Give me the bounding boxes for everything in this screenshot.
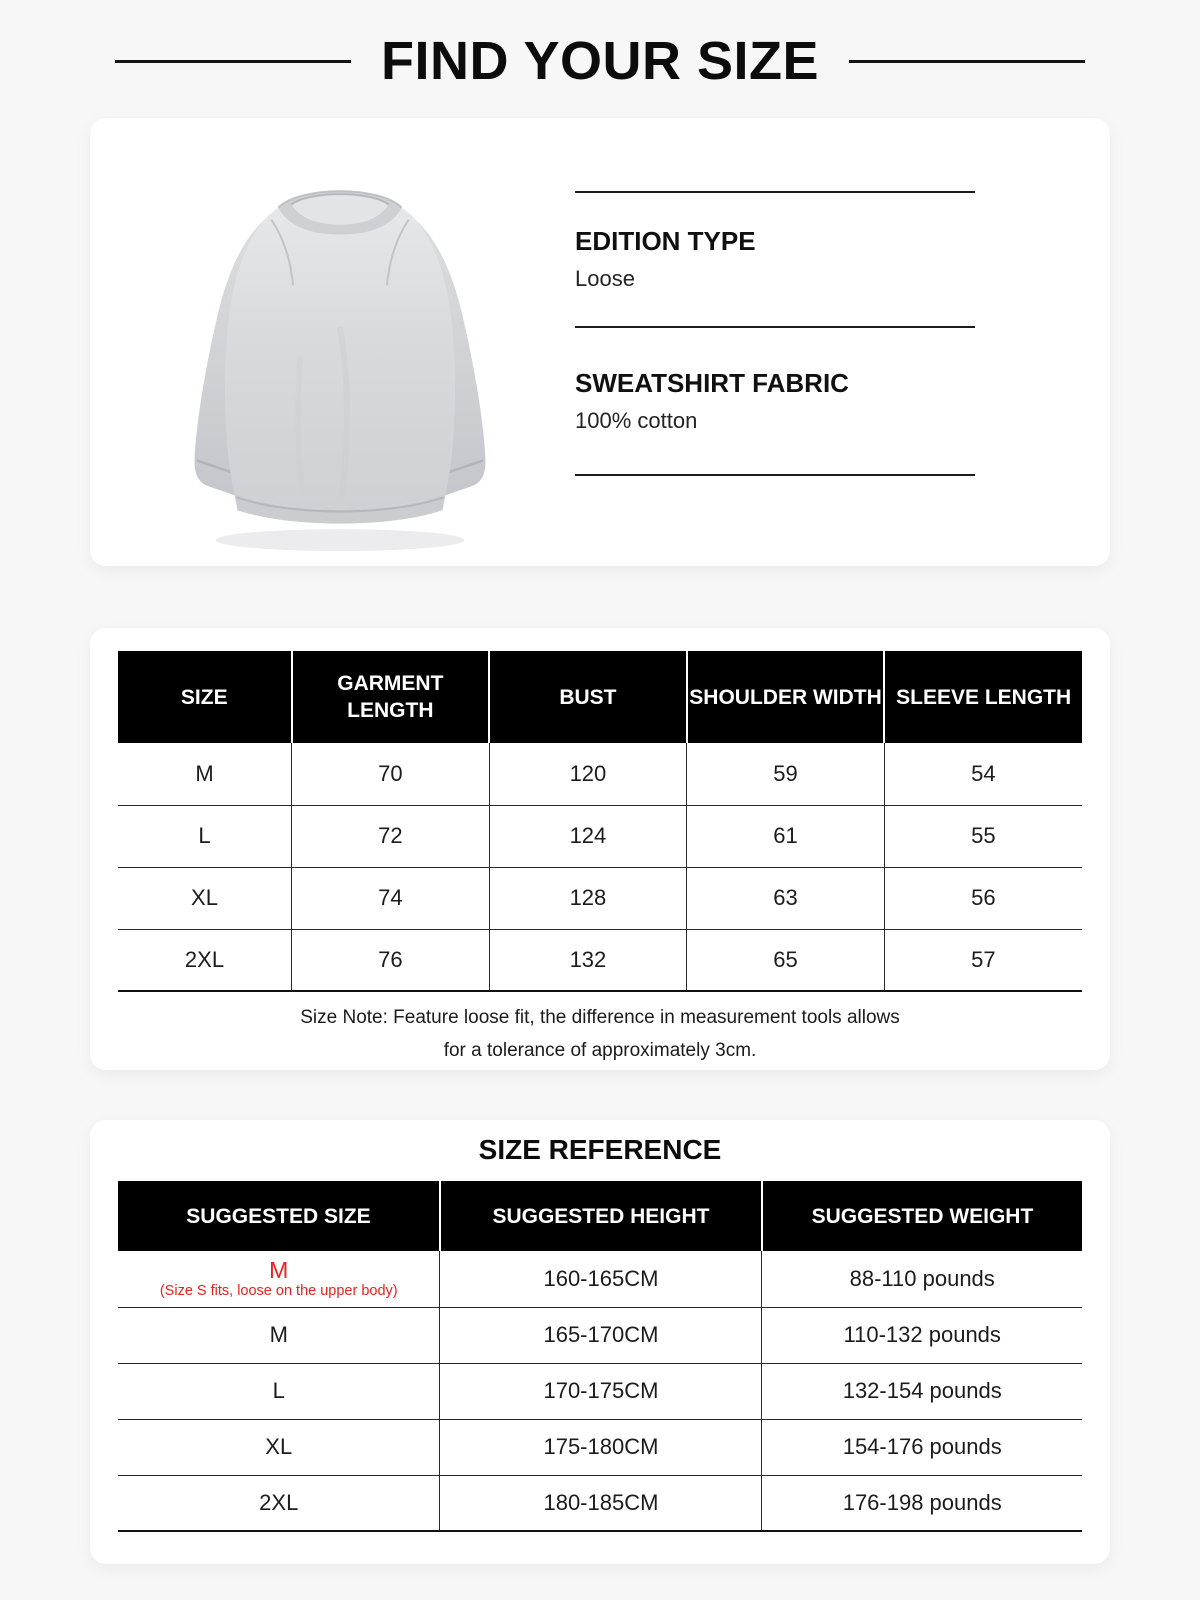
suggested-weight-cell: 110-132 pounds xyxy=(761,1306,1082,1364)
spec-label-edition-type: EDITION TYPE xyxy=(575,226,756,256)
size-cell: 2XL xyxy=(118,928,293,992)
size-reference-table: SUGGESTED SIZE SUGGESTED HEIGHT SUGGESTE… xyxy=(118,1181,1082,1532)
size-cell: M xyxy=(118,743,293,806)
size-measurements-table: SIZE GARMENT LENGTH BUST SHOULDER WIDTH … xyxy=(118,651,1082,992)
suggested-size-cell: L xyxy=(118,1362,441,1420)
size-table-header-cell: SIZE xyxy=(118,651,293,743)
table-row: L 72 124 61 55 xyxy=(118,804,1082,868)
page-title: FIND YOUR SIZE xyxy=(380,31,820,91)
table-header-row: SIZE GARMENT LENGTH BUST SHOULDER WIDTH … xyxy=(118,651,1082,743)
size-note-line1: Size Note: Feature loose fit, the differ… xyxy=(300,1007,900,1028)
measurements-card: SIZE GARMENT LENGTH BUST SHOULDER WIDTH … xyxy=(90,628,1110,1070)
size-reference-title: SIZE REFERENCE xyxy=(478,1134,722,1165)
size-note: Size Note: Feature loose fit, the differ… xyxy=(118,1001,1082,1067)
ref-table-header-cell: SUGGESTED SIZE xyxy=(118,1181,441,1251)
suggested-weight-cell: 154-176 pounds xyxy=(761,1418,1082,1476)
suggested-height-cell: 165-170CM xyxy=(439,1306,763,1364)
spec-divider xyxy=(575,326,975,328)
ref-table-header-cell: SUGGESTED HEIGHT xyxy=(438,1181,763,1251)
measurement-cell: 72 xyxy=(291,804,490,868)
size-table-header-cell: BUST xyxy=(488,651,688,743)
table-row: 2XL 180-185CM 176-198 pounds xyxy=(118,1474,1082,1532)
suggested-size-cell: M xyxy=(118,1306,441,1364)
product-specs: EDITION TYPE Loose SWEATSHIRT FABRIC 100… xyxy=(575,191,975,476)
title-decoration-line-right xyxy=(849,59,1086,63)
table-row: XL 175-180CM 154-176 pounds xyxy=(118,1418,1082,1476)
measurement-cell: 54 xyxy=(883,743,1082,806)
suggested-height-cell: 170-175CM xyxy=(439,1362,763,1420)
spec-value-edition-type: Loose xyxy=(575,266,635,291)
suggested-size-note: (Size S fits, loose on the upper body) xyxy=(159,1282,398,1299)
suggested-size-cell: XL xyxy=(118,1418,441,1476)
spec-divider xyxy=(575,474,975,476)
measurement-cell: 63 xyxy=(686,866,885,930)
size-note-line2: for a tolerance of approximately 3cm. xyxy=(443,1040,757,1061)
product-info-card: EDITION TYPE Loose SWEATSHIRT FABRIC 100… xyxy=(90,118,1110,566)
size-cell: L xyxy=(118,804,293,868)
measurement-cell: 74 xyxy=(291,866,490,930)
measurement-cell: 76 xyxy=(291,928,490,992)
suggested-size: M xyxy=(269,1256,289,1283)
page-title-row: FIND YOUR SIZE xyxy=(0,0,1200,92)
suggested-weight-cell: 176-198 pounds xyxy=(761,1474,1082,1532)
measurement-cell: 70 xyxy=(291,743,490,806)
suggested-weight-cell: 132-154 pounds xyxy=(761,1362,1082,1420)
size-reference-card: SIZE REFERENCE SUGGESTED SIZE SUGGESTED … xyxy=(90,1120,1110,1564)
table-row: 2XL 76 132 65 57 xyxy=(118,928,1082,992)
measurement-cell: 128 xyxy=(488,866,688,930)
measurement-cell: 57 xyxy=(883,928,1082,992)
size-guide-page: FIND YOUR SIZE xyxy=(0,0,1200,1564)
suggested-height-cell: 160-165CM xyxy=(439,1251,763,1308)
sweatshirt-image xyxy=(150,128,530,556)
table-row: XL 74 128 63 56 xyxy=(118,866,1082,930)
table-row: L 170-175CM 132-154 pounds xyxy=(118,1362,1082,1420)
measurement-cell: 55 xyxy=(883,804,1082,868)
suggested-weight-cell: 88-110 pounds xyxy=(761,1251,1082,1308)
suggested-height-cell: 180-185CM xyxy=(439,1474,763,1532)
table-row: M 70 120 59 54 xyxy=(118,743,1082,806)
measurement-cell: 56 xyxy=(883,866,1082,930)
measurement-cell: 124 xyxy=(488,804,688,868)
measurement-cell: 120 xyxy=(488,743,688,806)
ref-table-header-cell: SUGGESTED WEIGHT xyxy=(760,1181,1082,1251)
measurement-cell: 132 xyxy=(488,928,688,992)
measurement-cell: 61 xyxy=(686,804,885,868)
suggested-height-cell: 175-180CM xyxy=(439,1418,763,1476)
size-table-header-cell: SHOULDER WIDTH xyxy=(685,651,886,743)
table-row: M 165-170CM 110-132 pounds xyxy=(118,1306,1082,1364)
measurement-cell: 65 xyxy=(686,928,885,992)
measurement-cell: 59 xyxy=(686,743,885,806)
title-decoration-line-left xyxy=(114,59,351,63)
suggested-size-highlight-cell: M (Size S fits, loose on the upper body) xyxy=(118,1251,441,1308)
suggested-size-cell: 2XL xyxy=(118,1474,441,1532)
spec-divider xyxy=(575,191,975,193)
spec-value-fabric: 100% cotton xyxy=(575,408,698,433)
table-header-row: SUGGESTED SIZE SUGGESTED HEIGHT SUGGESTE… xyxy=(118,1181,1082,1251)
size-table-header-cell: SLEEVE LENGTH xyxy=(883,651,1082,743)
size-cell: XL xyxy=(118,866,293,930)
table-row: M (Size S fits, loose on the upper body)… xyxy=(118,1251,1082,1308)
size-table-header-cell: GARMENT LENGTH xyxy=(290,651,491,743)
spec-label-fabric: SWEATSHIRT FABRIC xyxy=(575,368,849,398)
